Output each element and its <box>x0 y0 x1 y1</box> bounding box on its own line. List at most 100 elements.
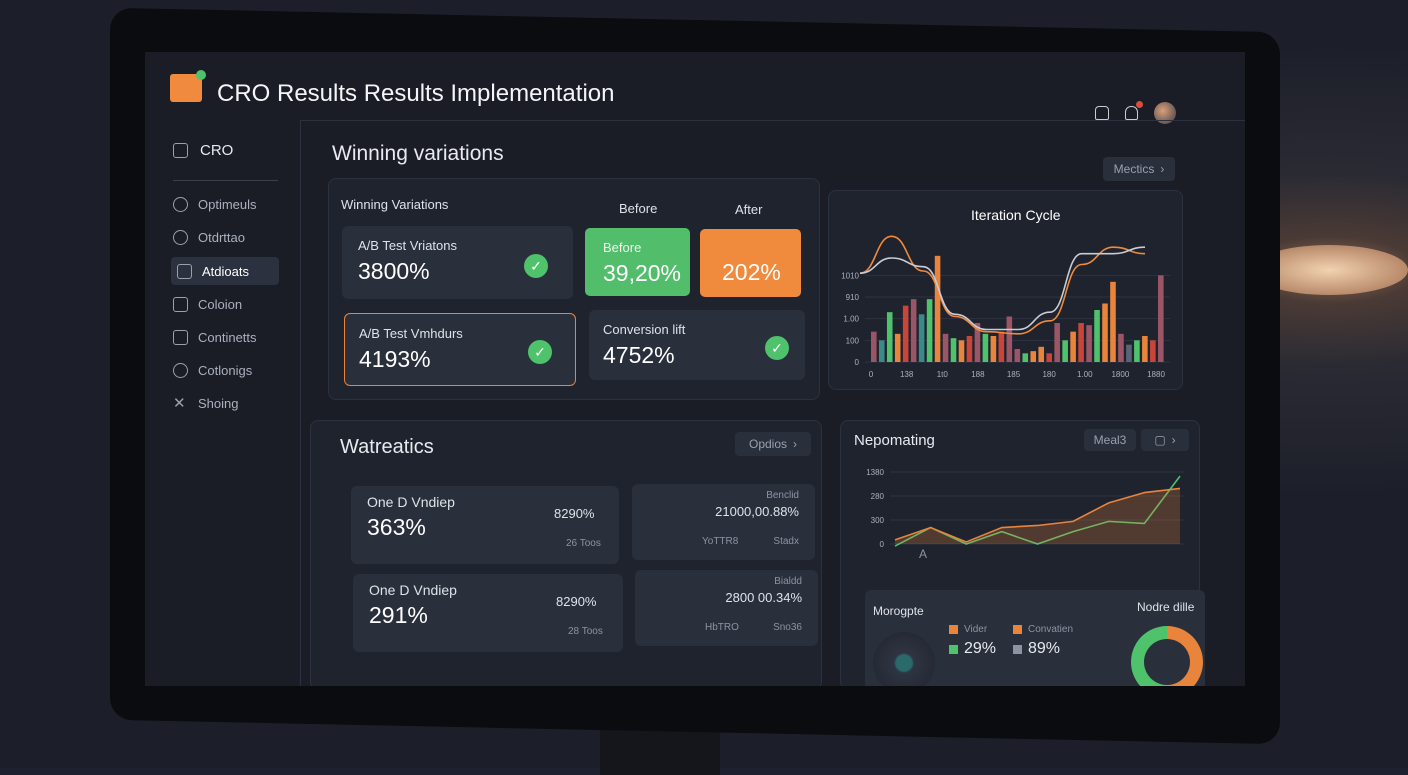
card-title: Morogpte <box>873 604 924 618</box>
bar <box>1150 340 1156 362</box>
y-tick-label: 300 <box>871 516 885 525</box>
stat-value: 2800 00.34% <box>725 590 802 605</box>
sidebar-item-label: Atdioats <box>202 263 249 279</box>
bar <box>1054 323 1060 362</box>
after-card[interactable]: 202% <box>700 229 801 297</box>
stat-tag: Benclid <box>766 490 799 501</box>
x-tick-label: 188 <box>971 370 985 379</box>
legend-label: Vider <box>964 624 988 635</box>
sidebar-item-otdrttao[interactable]: Otdrttao <box>173 223 281 251</box>
bar <box>974 323 981 362</box>
card-value: 291% <box>369 602 428 628</box>
card-value: 39,20% <box>603 260 682 286</box>
bar <box>1006 316 1013 362</box>
sidebar-item-continetts[interactable]: Continetts <box>173 323 281 351</box>
x-tick-label: 1800 <box>1111 370 1129 379</box>
legend-value: 89% <box>1028 640 1061 657</box>
stat-tag: Bialdd <box>774 576 802 587</box>
bar <box>1030 351 1037 362</box>
variation-card[interactable]: A/B Test Vmhdurs 4193% ✓ <box>344 313 576 386</box>
sidebar-item-coloion[interactable]: Coloion <box>173 290 281 318</box>
smile-icon <box>173 362 188 378</box>
card-value: 4752% <box>603 342 675 368</box>
x-tick-label: 1.00 <box>1077 370 1093 379</box>
morogpte-card: Morogpte Nodre dille Vider Convatien 29%… <box>865 590 1205 686</box>
bar <box>918 314 925 362</box>
y-tick-label: 1010 <box>841 271 859 280</box>
iteration-cycle-panel <box>828 190 1183 390</box>
bar <box>886 312 893 362</box>
bar <box>1094 310 1100 362</box>
bar <box>894 333 901 362</box>
card-value: 363% <box>367 514 426 540</box>
check-icon: ✓ <box>528 340 552 364</box>
stat-b: Stadx <box>773 536 799 547</box>
card-value: 3800% <box>358 258 430 284</box>
conversion-lift-card[interactable]: Conversion lift 4752% ✓ <box>589 310 805 380</box>
bell-icon[interactable] <box>1125 101 1143 120</box>
bar <box>1158 275 1164 362</box>
heart-icon <box>173 196 188 212</box>
bar <box>1134 340 1140 362</box>
section-title: Watreatics <box>340 436 434 458</box>
card-label: A/B Test Vmhdurs <box>359 326 463 341</box>
sidebar-item-cotlonigs[interactable]: Cotlonigs <box>173 356 281 384</box>
stat-b: Sno36 <box>773 622 802 633</box>
stat-card[interactable]: Bialdd 2800 00.34% HbTRO Sno36 <box>635 570 818 646</box>
variation-card[interactable]: A/B Test Vriatons 3800% ✓ <box>342 226 573 299</box>
sidebar-item-shoing[interactable]: ✕ Shoing <box>173 389 281 417</box>
flask-icon <box>177 263 192 279</box>
options-button[interactable]: Opdios › <box>735 432 811 456</box>
bookmark-button[interactable]: ▢ › <box>1141 429 1189 451</box>
legend-value: 29% <box>964 640 997 657</box>
x-label: A <box>919 547 928 561</box>
check-icon: ✓ <box>524 254 548 278</box>
monitor-stand <box>600 725 720 775</box>
bar <box>910 299 917 362</box>
card-label: Before <box>603 240 642 255</box>
divider <box>173 180 278 181</box>
card-side-value: 8290% <box>554 506 595 521</box>
avatar[interactable] <box>1154 102 1176 124</box>
legend-swatch <box>949 625 958 634</box>
screen: CRO Results Results Implementation CRO O… <box>145 52 1245 686</box>
bar <box>950 338 957 362</box>
bar <box>1118 333 1124 362</box>
y-tick-label: 910 <box>846 293 860 302</box>
metric-card[interactable]: One D Vndiep 363% 8290% 26 Toos <box>351 486 619 564</box>
metric-card[interactable]: One D Vndiep 291% 8290% 28 Toos <box>353 574 623 652</box>
before-column-label: Before <box>619 201 658 216</box>
sidebar-item-atdioats[interactable]: Atdioats <box>171 257 279 285</box>
stat-card[interactable]: Benclid 21000,00.88% YoTTR8 Stadx <box>632 484 815 560</box>
card-side-value: 8290% <box>556 594 597 609</box>
y-tick-label: 280 <box>871 492 885 501</box>
after-column-label: After <box>735 202 763 217</box>
logo-icon <box>170 70 206 102</box>
bar <box>871 331 877 362</box>
checkbox-icon <box>173 329 188 345</box>
sidebar-item-label: Cotlonigs <box>198 362 253 378</box>
before-card[interactable]: Before 39,20% <box>585 228 690 296</box>
metrics-button[interactable]: Mectics › <box>1103 157 1175 181</box>
series-line <box>859 246 1146 331</box>
check-icon: ✓ <box>765 336 789 360</box>
button-label: Meal3 <box>1093 433 1127 447</box>
legend-swatch <box>1013 644 1022 654</box>
home-icon[interactable] <box>1095 106 1109 120</box>
bar <box>998 331 1005 362</box>
sidebar-item-optimeuls[interactable]: Optimeuls <box>173 190 281 218</box>
bar <box>942 333 949 362</box>
y-tick-label: 1.00 <box>843 315 859 324</box>
bar <box>966 336 973 362</box>
share-icon: ✕ <box>173 394 186 412</box>
sidebar-brand: CRO <box>200 142 234 159</box>
panel-title: Winning Variations <box>341 197 449 212</box>
legend-swatch <box>949 644 958 654</box>
nepomating-chart: 0 300 280 1380 <box>866 468 1185 549</box>
card-foot: 28 Toos <box>568 626 603 637</box>
meal-button[interactable]: Meal3 <box>1084 429 1136 451</box>
sidebar-item-label: Continetts <box>198 329 257 345</box>
sidebar-item-label: Optimeuls <box>198 196 257 212</box>
stat-a: HbTRO <box>705 622 739 633</box>
y-tick-label: 1380 <box>866 468 884 477</box>
